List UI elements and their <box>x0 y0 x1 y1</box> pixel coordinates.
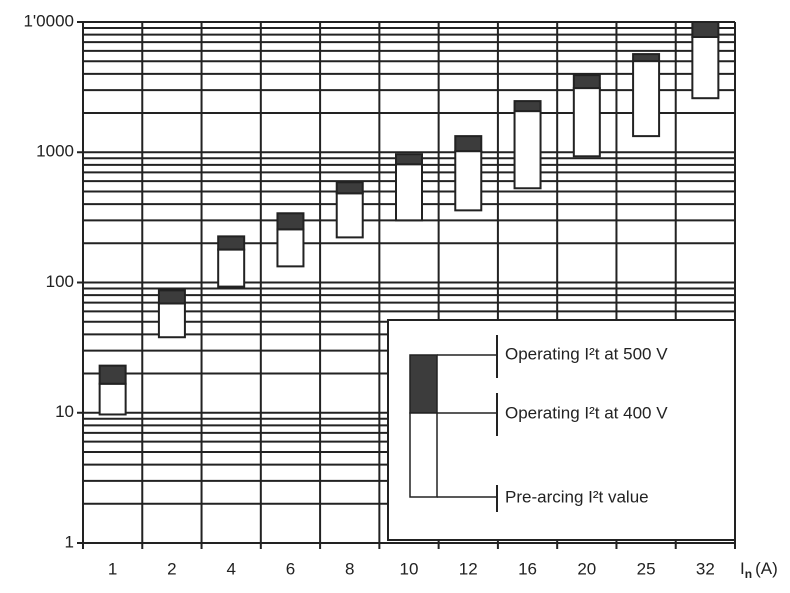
y-tick-label: 1 <box>65 532 74 551</box>
bar-operating-500 <box>454 135 483 153</box>
y-tick-label: 1'0000 <box>23 11 74 30</box>
bar-operating-500 <box>157 289 186 305</box>
bar-prearcing <box>454 150 483 212</box>
bar-operating-500 <box>335 181 364 195</box>
bar-operating-500 <box>276 212 305 231</box>
bar-prearcing <box>335 192 364 239</box>
bar-prearcing <box>691 36 720 100</box>
bar-operating-500 <box>513 100 542 113</box>
bar-operating-500 <box>98 364 127 385</box>
bar-prearcing <box>395 163 423 222</box>
bars <box>98 21 720 416</box>
bar-prearcing <box>217 248 246 288</box>
bar-operating-500 <box>691 21 720 39</box>
bar-operating-500 <box>572 74 601 90</box>
x-tick-label: 12 <box>459 559 478 578</box>
y-tick-label: 10 <box>55 402 74 421</box>
x-axis-label: In (A) <box>740 559 778 581</box>
bar-operating-500 <box>217 235 246 251</box>
x-tick-label: 32 <box>696 559 715 578</box>
bar-prearcing <box>632 60 661 138</box>
legend-swatch <box>409 354 438 414</box>
bar-prearcing <box>157 302 186 339</box>
legend-label: Operating I²t at 500 V <box>505 344 668 363</box>
legend-swatch <box>409 412 438 498</box>
x-tick-label: 16 <box>518 559 537 578</box>
y-tick-label: 100 <box>46 272 74 291</box>
legend-label: Pre-arcing I²t value <box>505 487 649 506</box>
bar-prearcing <box>572 87 601 158</box>
x-tick-label: 10 <box>400 559 419 578</box>
x-tick-label: 20 <box>577 559 596 578</box>
x-tick-label: 1 <box>108 559 117 578</box>
legend-box <box>387 319 736 541</box>
bar-operating-500 <box>632 53 661 63</box>
bar-operating-500 <box>395 153 423 166</box>
x-tick-label: 8 <box>345 559 354 578</box>
x-tick-label: 4 <box>226 559 235 578</box>
y-tick-label: 1000 <box>36 142 74 161</box>
bar-prearcing <box>513 110 542 190</box>
x-tick-label: 25 <box>637 559 656 578</box>
legend: Operating I²t at 500 V Operating I²t at … <box>387 319 736 541</box>
legend-label: Operating I²t at 400 V <box>505 403 668 422</box>
x-tick-label: 6 <box>286 559 295 578</box>
x-tick-label: 2 <box>167 559 176 578</box>
bar-prearcing <box>98 382 127 416</box>
bar-prearcing <box>276 228 305 268</box>
